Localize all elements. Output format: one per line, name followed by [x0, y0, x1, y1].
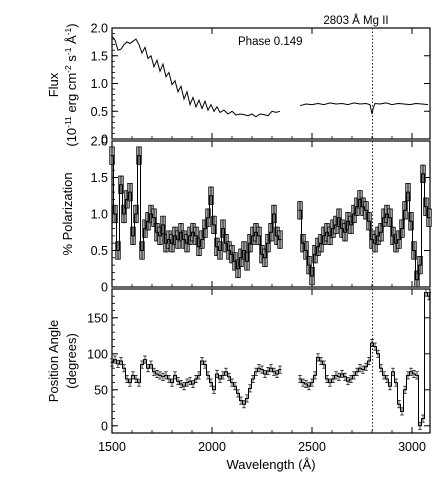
polarization-series: [109, 146, 432, 288]
position-angle-ylabel: Position Angle: [46, 320, 61, 402]
xtick-label: 2500: [298, 440, 326, 454]
position-angle-ytick-label: 50: [94, 383, 108, 397]
x-axis-label: Wavelength (Å): [226, 457, 315, 472]
svg-text:% Polarization: % Polarization: [60, 172, 75, 255]
position-angle-ytick-label: 150: [87, 311, 108, 325]
axis-ticks: [111, 27, 430, 434]
flux-ytick-label: 0.5: [91, 105, 108, 119]
polarization-ylabel: % Polarization: [60, 172, 75, 255]
flux-ylabel-units: (10-11 erg cm-2 s-1 Å-1): [63, 23, 79, 146]
position-angle-ytick-label: 100: [87, 347, 108, 361]
flux-line: [299, 102, 429, 115]
xtick-label: 2000: [198, 440, 226, 454]
flux-ytick-label: 1.5: [91, 49, 108, 63]
phase-annotation: Phase 0.149: [238, 36, 303, 48]
svg-text:(10-11 erg cm-2 s-1 Å-1): (10-11 erg cm-2 s-1 Å-1): [63, 23, 79, 146]
mg-ii-label: 2803 Å Mg II: [323, 14, 388, 27]
svg-text:Flux: Flux: [46, 72, 61, 97]
polarization-ytick-label: 1.5: [91, 171, 108, 185]
xtick-label: 1500: [98, 440, 126, 454]
flux-ytick-label: 0: [101, 133, 108, 147]
polarization-ytick-label: 2.0: [91, 135, 108, 149]
position-angle-series: [110, 288, 431, 430]
position-angle-panel-frame: [111, 288, 431, 434]
flux-ytick-label: 2.0: [91, 22, 108, 36]
position-angle-step-line: [298, 292, 431, 427]
polarization-step-line: [298, 173, 431, 281]
flux-ylabel: Flux: [46, 72, 61, 97]
svg-text:(degrees): (degrees): [64, 333, 79, 389]
position-angle-step-line: [110, 359, 282, 405]
flux-line: [111, 35, 281, 118]
svg-text:Position Angle: Position Angle: [46, 320, 61, 402]
polarization-ytick-label: 1.0: [91, 208, 108, 222]
xtick-label: 3000: [398, 440, 426, 454]
polarization-step-line: [110, 155, 282, 270]
flux-ytick-label: 1.0: [91, 77, 108, 91]
polarization-ytick-label: 0.5: [91, 244, 108, 258]
polarization-ytick-label: 0: [101, 281, 108, 295]
flux-series: [111, 35, 429, 118]
position-angle-ytick-label: 0: [101, 419, 108, 433]
position-angle-ylabel-units: (degrees): [64, 333, 79, 389]
